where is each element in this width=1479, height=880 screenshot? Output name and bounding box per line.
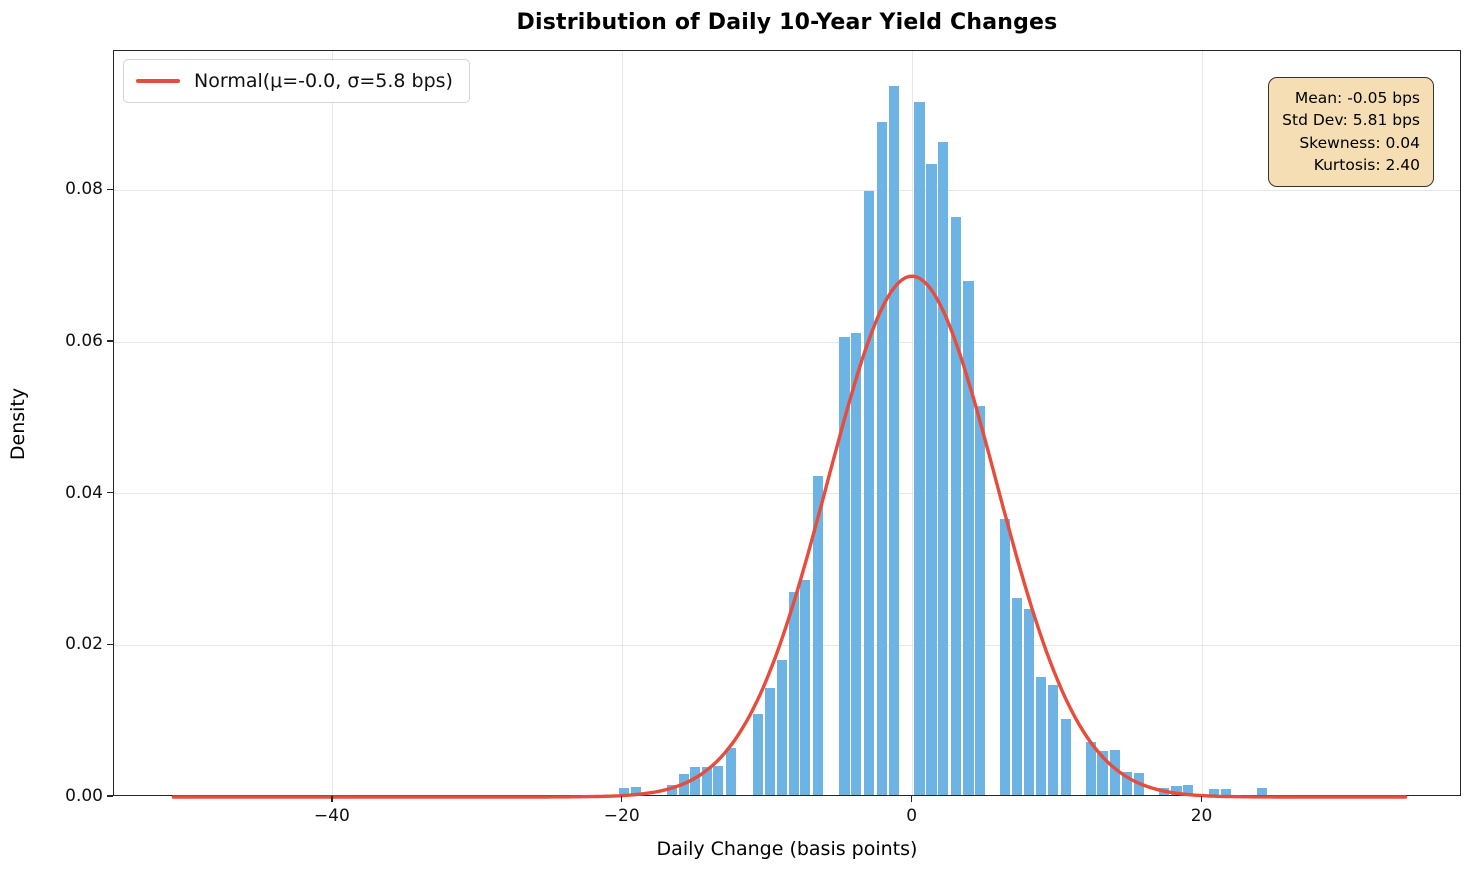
x-axis-label: Daily Change (basis points) (656, 838, 918, 860)
histogram-bar (951, 217, 962, 796)
histogram-bar (839, 336, 850, 796)
plot-area: Normal(μ=-0.0, σ=5.8 bps) Mean: -0.05 bp… (113, 50, 1461, 799)
histogram-bar (864, 191, 875, 796)
histogram-bar (752, 714, 763, 796)
legend-line-swatch (136, 79, 180, 83)
chart-title: Distribution of Daily 10-Year Yield Chan… (516, 10, 1058, 35)
x-gridline (622, 51, 624, 795)
histogram-bar (1024, 608, 1035, 796)
y-tick-mark (107, 795, 113, 797)
histogram-bar (690, 766, 701, 796)
x-tick-label: −20 (603, 806, 640, 826)
histogram-bar (851, 333, 862, 796)
histogram-bar (1220, 788, 1231, 796)
histogram-bar (1256, 787, 1268, 796)
x-tick-label: 20 (1190, 806, 1213, 826)
histogram-bar (1122, 771, 1133, 796)
y-tick-label: 0.02 (65, 634, 103, 655)
y-tick-label: 0.00 (65, 786, 103, 806)
stats-line: Kurtosis: 2.40 (1313, 156, 1420, 175)
histogram-bar (725, 747, 736, 796)
histogram-bar (777, 659, 788, 796)
x-gridline (1202, 51, 1204, 795)
histogram-bar (1048, 684, 1059, 796)
x-gridline (912, 51, 914, 795)
y-tick-mark (107, 340, 113, 342)
histogram-bar (926, 163, 937, 796)
x-tick-label: 0 (906, 806, 918, 826)
histogram-bar (619, 787, 630, 796)
histogram-bar (713, 765, 724, 796)
y-tick-label: 0.06 (65, 331, 103, 352)
histogram-bar (1035, 677, 1046, 796)
stats-line: Std Dev: 5.81 bps (1282, 111, 1420, 130)
histogram-bar (1182, 784, 1194, 796)
histogram-bar (1109, 749, 1120, 796)
stats-line: Mean: -0.05 bps (1294, 89, 1420, 107)
histogram-bar (1060, 718, 1071, 796)
histogram-bar (764, 687, 775, 796)
y-axis-label: Density (7, 387, 29, 461)
histogram-bar (877, 122, 888, 796)
histogram-bar (788, 592, 799, 796)
y-tick-label: 0.08 (65, 179, 103, 200)
histogram-bar (701, 767, 712, 796)
histogram-bar (666, 784, 678, 796)
legend-label: Normal(μ=-0.0, σ=5.8 bps) (194, 70, 453, 92)
y-gridline (114, 493, 1460, 495)
histogram-bar (1085, 741, 1096, 796)
histogram-bar (1209, 788, 1220, 796)
y-tick-label: 0.04 (65, 482, 103, 503)
y-gridline (114, 341, 1460, 343)
histogram-bar (888, 85, 899, 796)
stats-line: Skewness: 0.04 (1299, 133, 1420, 152)
histogram-bar (1097, 750, 1108, 796)
y-gridline (114, 189, 1460, 191)
histogram-bar (963, 281, 974, 796)
histogram-bar (630, 787, 641, 796)
x-tick-mark (910, 796, 913, 802)
histogram-bar (938, 141, 949, 796)
x-tick-mark (331, 796, 333, 802)
histogram-bar (1171, 786, 1182, 796)
histogram-bar (812, 475, 823, 796)
histogram-bar (914, 101, 925, 796)
x-tick-mark (621, 796, 623, 802)
normal-curve (171, 274, 1408, 799)
x-tick-label: −40 (313, 806, 350, 826)
y-tick-mark (107, 188, 113, 191)
histogram-bar (974, 405, 986, 796)
x-tick-mark (1200, 796, 1203, 802)
normal-curve-path (171, 274, 1408, 799)
histogram-bar (999, 518, 1010, 796)
y-tick-mark (107, 492, 113, 494)
x-gridline (332, 51, 334, 795)
y-tick-mark (107, 643, 113, 646)
histogram-bar (800, 580, 811, 796)
y-gridline (114, 644, 1460, 646)
legend: Normal(μ=-0.0, σ=5.8 bps) (123, 59, 470, 103)
stats-box: Mean: -0.05 bps Std Dev: 5.81 bps Skewness… (1268, 77, 1434, 187)
histogram-bar (1011, 598, 1023, 796)
